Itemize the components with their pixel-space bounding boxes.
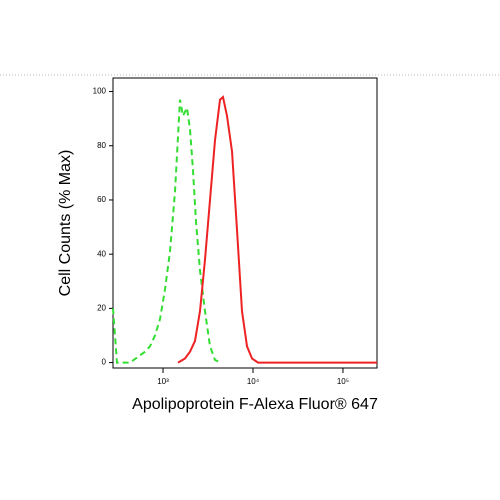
y-tick-label: 40 bbox=[97, 249, 106, 258]
y-axis-label: Cell Counts (% Max) bbox=[57, 150, 74, 297]
plot-frame bbox=[112, 77, 378, 369]
x-tick-label: 10⁵ bbox=[337, 377, 349, 386]
series-line bbox=[177, 95, 377, 364]
x-tick-label: 10³ bbox=[157, 377, 169, 386]
series-line bbox=[112, 99, 221, 364]
x-tick-label: 10⁴ bbox=[247, 377, 260, 386]
y-tick-label: 100 bbox=[93, 87, 107, 96]
y-tick-label: 0 bbox=[102, 358, 107, 367]
x-axis-label: Apolipoprotein F-Alexa Fluor® 647 bbox=[132, 396, 378, 413]
y-tick-label: 20 bbox=[97, 303, 106, 312]
y-tick-label: 80 bbox=[97, 141, 106, 150]
y-tick-label: 60 bbox=[97, 195, 106, 204]
